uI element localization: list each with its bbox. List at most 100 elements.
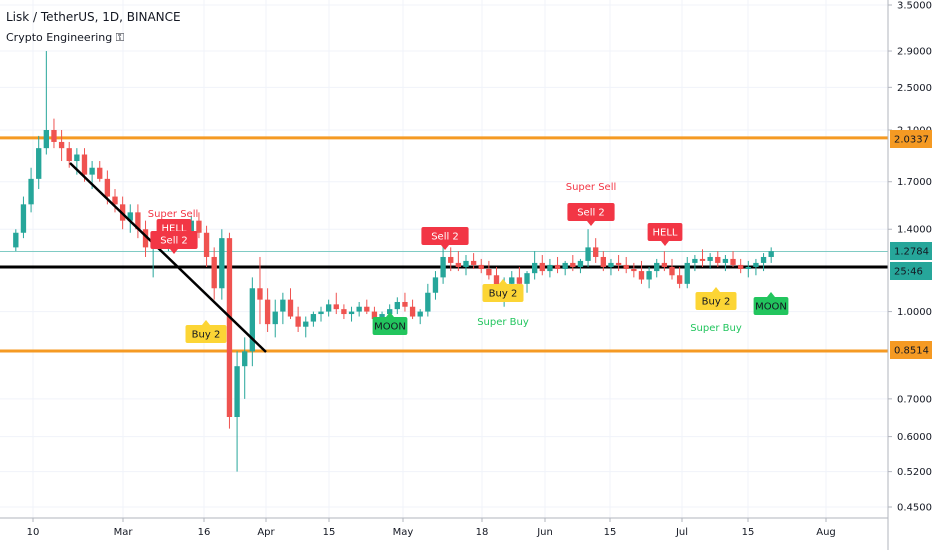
candle-body	[654, 262, 660, 272]
candle-body	[36, 148, 42, 179]
signal-badge	[482, 284, 524, 302]
signal-text: Super Buy	[477, 317, 529, 328]
candle-body	[203, 232, 210, 257]
candle-body	[280, 299, 286, 312]
signal-badge	[647, 223, 683, 241]
candle-body	[455, 262, 462, 267]
candle-body	[730, 258, 736, 265]
time-tick-label: 16	[198, 527, 211, 538]
time-tick-label: Jul	[675, 527, 688, 538]
candle-body	[402, 301, 408, 307]
candle-body	[486, 269, 492, 276]
time-axis[interactable]: 10 Mar 16 Apr 15 May 18 Jun 15 Jul 15 Aug	[0, 517, 888, 538]
candle-body	[463, 260, 469, 267]
signal-badge-label: Sell 2	[160, 236, 188, 247]
price-tick-label: 3.5000	[897, 1, 932, 12]
time-tick-label: 15	[323, 527, 336, 538]
trend-line[interactable]	[69, 162, 267, 353]
candle-body	[51, 130, 57, 142]
signal-badge-label: Buy 2	[192, 330, 221, 341]
candle-body	[593, 247, 599, 257]
price-axis-labels: 2.0337 1.2784 25:46 0.8514	[890, 130, 932, 359]
candle-body	[89, 167, 95, 175]
signal-text: Super Sell	[148, 209, 199, 220]
candle-body	[356, 306, 362, 312]
signal-badge-label: HELL	[653, 228, 678, 239]
symbol-title: Lisk / TetherUS, 1D, BINANCE	[6, 10, 181, 24]
candle-body	[74, 154, 80, 162]
time-tick-label: 10	[27, 527, 40, 538]
candle-body	[448, 256, 454, 263]
candle-body	[211, 256, 217, 289]
signal-badge	[421, 227, 469, 245]
candle-body	[669, 266, 675, 276]
signal-badge-label: Sell 2	[577, 208, 605, 219]
price-axis-tag-label: 25:46	[894, 267, 923, 278]
price-axis-tag	[890, 242, 932, 260]
candle-body	[387, 309, 393, 315]
candle-body	[20, 204, 27, 233]
candle-body	[570, 262, 576, 267]
price-axis-tag	[890, 262, 932, 280]
candle-body	[272, 311, 278, 325]
candle-body	[707, 256, 713, 261]
candle-body	[249, 288, 256, 352]
time-tick-label: Jun	[536, 527, 553, 538]
signal-text: Super Sell	[566, 182, 617, 193]
time-tick-label: Aug	[816, 527, 836, 538]
candle-body	[539, 262, 545, 272]
candle-body	[722, 258, 729, 263]
candle-body	[768, 251, 774, 257]
candle-body	[81, 154, 88, 175]
candle-body	[364, 306, 370, 312]
candle-body	[623, 264, 629, 270]
time-tick-label: May	[393, 527, 414, 538]
badge-pointer	[712, 287, 720, 292]
trend-line-segment[interactable]	[69, 162, 267, 353]
signal-badge	[372, 317, 408, 335]
candle-body	[43, 130, 50, 149]
candle-body	[585, 247, 591, 261]
candle-body	[287, 299, 294, 317]
candle-body	[257, 288, 263, 300]
candle-body	[692, 258, 698, 263]
candle-body	[600, 256, 606, 267]
candle-body	[608, 262, 614, 267]
signal-badge-label: HELL	[162, 224, 187, 235]
candle-body	[127, 212, 133, 221]
badge-pointer	[499, 279, 507, 284]
candle-body	[66, 148, 72, 162]
badge-pointer	[441, 245, 449, 250]
price-tick-label: 1.0000	[897, 307, 932, 318]
candle-body	[112, 196, 118, 205]
candle-body	[684, 262, 690, 284]
candle-body	[303, 321, 309, 327]
candle-body	[13, 232, 19, 248]
candle-body	[638, 271, 645, 280]
price-tick-label: 0.7000	[897, 394, 932, 405]
candle-body	[432, 277, 439, 293]
candle-body	[760, 256, 767, 263]
badge-pointer	[202, 320, 210, 325]
badge-pointer	[767, 292, 775, 297]
time-tick-label: Mar	[114, 527, 134, 538]
candle-body	[646, 271, 652, 280]
signal-badge	[567, 203, 615, 221]
signal-badge-label: Buy 2	[702, 297, 731, 308]
candle-body	[318, 311, 324, 315]
candle-body	[242, 351, 248, 367]
candle-body	[234, 366, 240, 418]
price-tick-label: 1.7000	[897, 177, 932, 188]
candle-body	[371, 311, 378, 320]
candle-body	[226, 238, 233, 418]
indicator-title[interactable]: Crypto Engineering ⚿	[6, 31, 125, 44]
candle-body	[325, 304, 332, 312]
candlestick-series	[13, 51, 774, 472]
price-tick-label: 2.5000	[897, 83, 932, 94]
badge-pointer	[587, 221, 595, 226]
candle-body	[631, 269, 637, 272]
price-tick-label: 0.6000	[897, 432, 932, 443]
candle-body	[28, 178, 34, 205]
signal-badge	[695, 292, 737, 310]
